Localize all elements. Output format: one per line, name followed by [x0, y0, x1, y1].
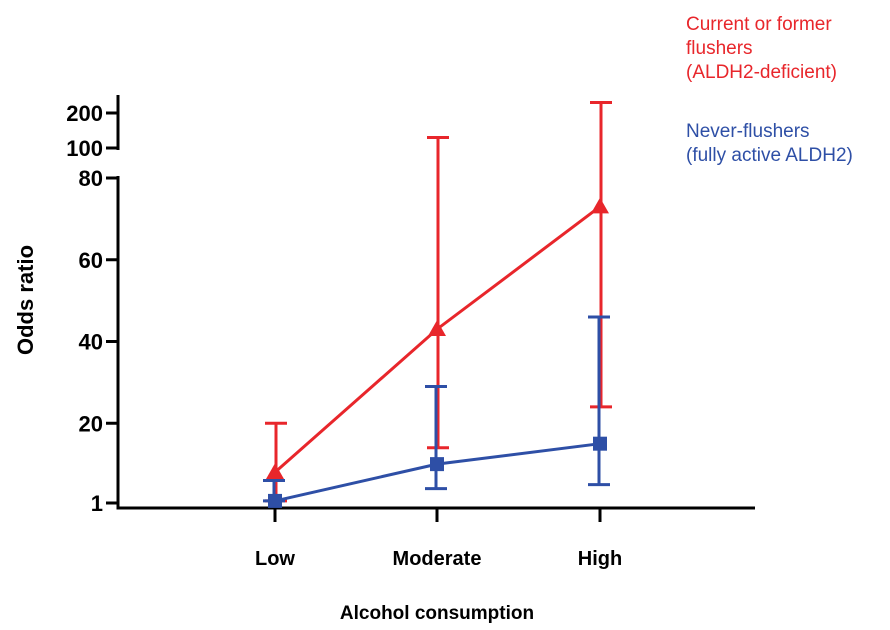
legend-label: Current or former	[686, 14, 832, 35]
data-point-square	[268, 493, 282, 508]
y-tick-label: 1	[91, 491, 103, 516]
y-axis-title: Odds ratio	[13, 245, 38, 355]
data-point-triangle	[428, 320, 446, 336]
series-layer	[263, 101, 612, 508]
y-tick-label: 20	[79, 411, 103, 436]
legend-label: (ALDH2-deficient)	[686, 62, 837, 83]
y-tick-label: 40	[79, 330, 103, 355]
legend: Current or former flushers (ALDH2-deficie…	[686, 14, 853, 166]
data-point-square	[593, 436, 607, 451]
legend-label: flushers	[686, 38, 753, 59]
data-point-triangle	[591, 197, 609, 214]
series-flushers	[265, 101, 612, 503]
y-tick-label: 80	[79, 166, 103, 191]
x-tick-label: High	[578, 548, 622, 570]
y-tick-label: 200	[66, 101, 103, 126]
legend-label: (fully active ALDH2)	[686, 145, 853, 166]
labels: 1 20 40 60 80 100 200 Low Moderate High Odds ratio…	[13, 101, 622, 624]
data-point-triangle	[266, 463, 284, 480]
x-axis-title: Alcohol consumption	[340, 603, 534, 624]
x-tick-label: Moderate	[393, 548, 482, 570]
x-tick-label: Low	[255, 548, 295, 570]
legend-entry-flushers: Current or former flushers (ALDH2-deficie…	[686, 14, 837, 83]
legend-entry-never-flushers: Never-flushers (fully active ALDH2)	[686, 121, 853, 166]
series-never-flushers	[263, 315, 610, 508]
y-tick-label: 60	[79, 248, 103, 273]
legend-label: Never-flushers	[686, 121, 810, 142]
axes	[106, 95, 755, 522]
y-tick-label: 100	[66, 136, 103, 161]
data-point-square	[430, 457, 444, 472]
